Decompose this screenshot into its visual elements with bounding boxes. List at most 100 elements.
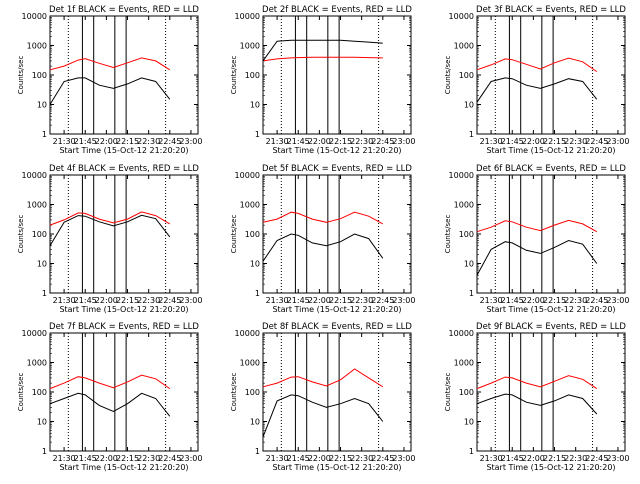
x-tick-label: 21:45 <box>74 296 97 305</box>
y-tick-label: 10 <box>37 101 47 110</box>
events-series-line <box>262 233 384 262</box>
x-axis-label: Start Time (15-Oct-12 21:20:20) <box>272 305 401 314</box>
x-tick-label: 21:30 <box>266 454 289 463</box>
detector-panel-2: Det 2f BLACK = Events, RED = LLD 1 10 100 10… <box>230 5 415 155</box>
y-tick-label: 10000 <box>449 12 474 21</box>
x-tick-label: 21:30 <box>53 137 76 146</box>
y-tick-label: 10 <box>37 418 47 427</box>
detector-panel-6: Det 6f BLACK = Events, RED = LLD 1 10 100 10… <box>444 164 629 314</box>
y-tick-label: 10000 <box>235 329 260 338</box>
y-tick-label: 1 <box>255 447 260 456</box>
x-tick-label: 22:15 <box>116 137 139 146</box>
x-tick-label: 22:45 <box>371 296 394 305</box>
y-axis-label: Counts/sec <box>230 215 238 254</box>
y-axis-label: Counts/sec <box>230 56 238 95</box>
x-tick-label: 22:15 <box>543 296 566 305</box>
x-tick-label: 21:45 <box>287 296 310 305</box>
y-axis-label: Counts/sec <box>17 56 25 95</box>
x-tick-label: 22:00 <box>308 137 331 146</box>
y-tick-label: 100 <box>32 388 47 397</box>
x-tick-label: 22:00 <box>308 454 331 463</box>
lld-series-line <box>49 57 171 71</box>
x-tick-label: 21:45 <box>74 137 97 146</box>
events-series-line <box>262 39 383 62</box>
x-tick-label: 23:00 <box>392 296 415 305</box>
x-axis-label: Start Time (15-Oct-12 21:20:20) <box>59 146 188 155</box>
y-tick-label: 10 <box>464 260 474 269</box>
detector-panel-5: Det 5f BLACK = Events, RED = LLD 1 10 100 10… <box>230 164 415 314</box>
y-axis-label: Counts/sec <box>17 215 25 254</box>
x-tick-label: 22:15 <box>543 137 566 146</box>
y-tick-label: 1 <box>469 289 474 298</box>
x-tick-label: 23:00 <box>392 137 415 146</box>
x-tick-label: 21:45 <box>501 454 524 463</box>
x-tick-label: 22:15 <box>116 454 139 463</box>
x-tick-label: 22:30 <box>350 454 373 463</box>
x-axis-label: Start Time (15-Oct-12 21:20:20) <box>59 463 188 472</box>
detector-panel-9: Det 9f BLACK = Events, RED = LLD 1 10 100 10… <box>444 322 629 472</box>
x-tick-label: 21:30 <box>266 296 289 305</box>
detector-panel-4: Det 4f BLACK = Events, RED = LLD 1 10 100 10… <box>17 164 202 314</box>
x-tick-label: 21:45 <box>287 454 310 463</box>
y-tick-label: 1000 <box>27 201 47 210</box>
y-tick-label: 1 <box>469 130 474 139</box>
x-tick-label: 22:45 <box>371 137 394 146</box>
x-tick-label: 23:00 <box>179 454 202 463</box>
y-tick-label: 10 <box>250 260 260 269</box>
y-tick-label: 10000 <box>449 329 474 338</box>
y-tick-label: 100 <box>245 230 260 239</box>
x-tick-label: 22:45 <box>585 454 608 463</box>
x-axis-label: Start Time (15-Oct-12 21:20:20) <box>486 146 615 155</box>
x-tick-label: 22:30 <box>350 296 373 305</box>
detector-panel-1: Det 1f BLACK = Events, RED = LLD 1 10 100 10… <box>17 5 202 155</box>
detector-panel-3: Det 3f BLACK = Events, RED = LLD 1 10 100 10… <box>444 5 629 155</box>
x-tick-label: 21:45 <box>501 137 524 146</box>
x-tick-label: 22:30 <box>137 137 160 146</box>
x-tick-label: 23:00 <box>606 454 629 463</box>
y-tick-label: 1000 <box>27 359 47 368</box>
y-tick-label: 10000 <box>22 171 47 180</box>
lld-series-line <box>262 368 384 388</box>
x-tick-label: 23:00 <box>179 296 202 305</box>
y-tick-label: 1 <box>42 289 47 298</box>
y-tick-label: 10 <box>250 101 260 110</box>
x-tick-label: 22:15 <box>543 454 566 463</box>
x-tick-label: 22:45 <box>158 454 181 463</box>
x-tick-label: 22:45 <box>585 137 608 146</box>
x-tick-label: 22:00 <box>522 296 545 305</box>
lld-series-line <box>49 211 171 226</box>
x-tick-label: 22:30 <box>564 296 587 305</box>
x-axis-label: Start Time (15-Oct-12 21:20:20) <box>272 146 401 155</box>
x-tick-label: 22:00 <box>308 296 331 305</box>
y-tick-label: 1 <box>255 130 260 139</box>
plot-frame <box>49 174 199 294</box>
x-tick-label: 22:00 <box>95 137 118 146</box>
x-axis-label: Start Time (15-Oct-12 21:20:20) <box>59 305 188 314</box>
events-series-line <box>49 77 171 105</box>
y-tick-label: 100 <box>245 388 260 397</box>
y-axis-label: Counts/sec <box>444 215 452 254</box>
events-series-line <box>476 393 598 415</box>
detector-panel-8: Det 8f BLACK = Events, RED = LLD 1 10 100 10… <box>230 322 415 472</box>
lld-series-line <box>262 56 383 62</box>
y-tick-label: 1000 <box>240 359 260 368</box>
panel-title: Det 3f BLACK = Events, RED = LLD <box>476 5 626 15</box>
panel-title: Det 9f BLACK = Events, RED = LLD <box>476 322 626 332</box>
x-tick-label: 23:00 <box>179 137 202 146</box>
panel-title: Det 7f BLACK = Events, RED = LLD <box>49 322 199 332</box>
plot-frame <box>49 15 199 135</box>
panel-title: Det 8f BLACK = Events, RED = LLD <box>262 322 412 332</box>
detector-panel-7: Det 7f BLACK = Events, RED = LLD 1 10 100 10… <box>17 322 202 472</box>
x-axis-label: Start Time (15-Oct-12 21:20:20) <box>486 305 615 314</box>
y-tick-label: 1000 <box>454 42 474 51</box>
x-tick-label: 22:00 <box>522 137 545 146</box>
x-tick-label: 22:30 <box>137 454 160 463</box>
y-tick-label: 100 <box>32 71 47 80</box>
y-tick-label: 1000 <box>240 42 260 51</box>
events-series-line <box>49 392 171 417</box>
lld-series-line <box>476 375 598 390</box>
x-tick-label: 21:30 <box>480 454 503 463</box>
x-axis-label: Start Time (15-Oct-12 21:20:20) <box>272 463 401 472</box>
y-tick-label: 100 <box>459 230 474 239</box>
